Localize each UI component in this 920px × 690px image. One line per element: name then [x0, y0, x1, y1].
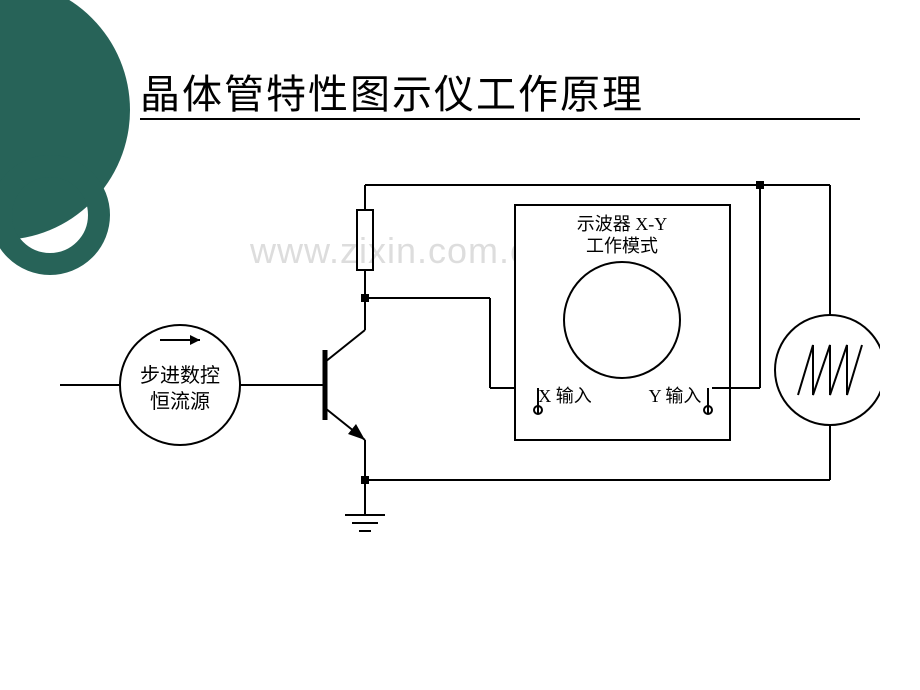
page-title: 晶体管特性图示仪工作原理 [140, 62, 644, 120]
scope-title-1: 示波器 X-Y [577, 214, 668, 234]
ground-icon [345, 515, 385, 531]
scope-x-label: X 输入 [538, 386, 592, 406]
resistor-icon [357, 210, 373, 270]
source-label-2: 恒流源 [150, 390, 210, 413]
circuit-diagram: 步进数控 恒流源 示波器 X-Y [60, 170, 880, 570]
title-underline [140, 118, 860, 120]
transistor-icon [325, 298, 365, 480]
scope-y-label: Y 输入 [649, 386, 702, 406]
scope-title-2: 工作模式 [586, 236, 658, 256]
sawtooth-source-icon [775, 315, 880, 425]
source-label-1: 步进数控 [140, 364, 220, 387]
